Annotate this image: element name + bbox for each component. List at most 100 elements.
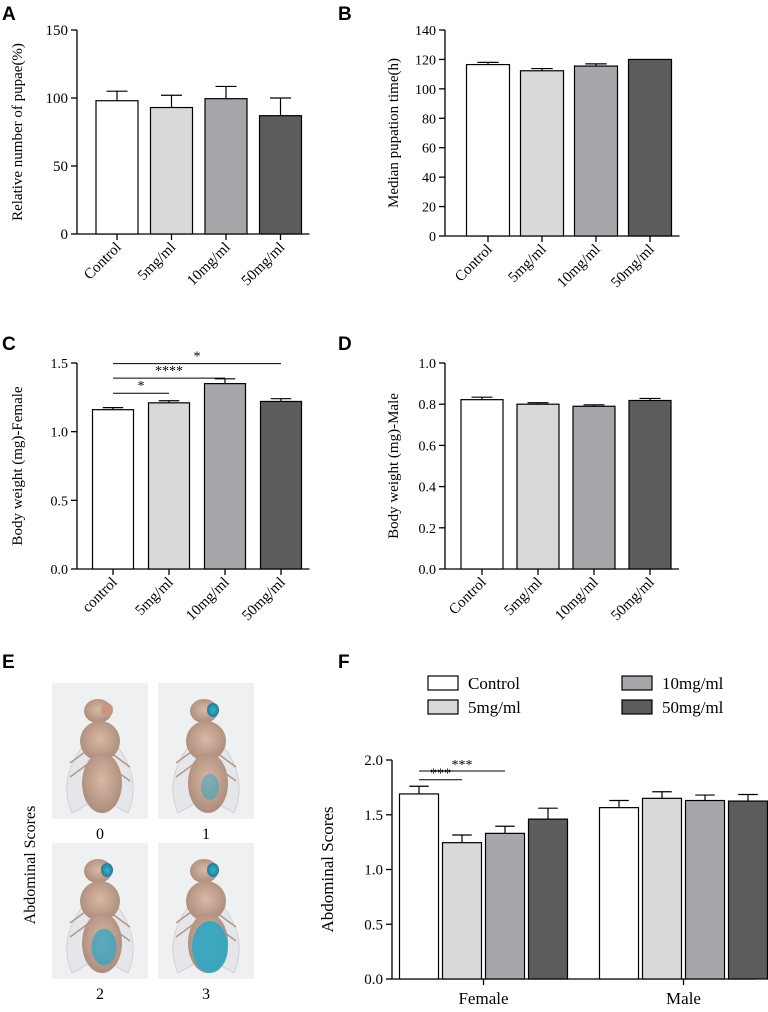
bar-control	[95, 100, 139, 235]
legend-swatch	[427, 675, 459, 691]
bar-control	[465, 63, 511, 237]
legend-swatch	[427, 699, 459, 715]
y-tick-label: 0.0	[419, 563, 437, 578]
y-tick-label: 50	[53, 159, 68, 175]
blue-food-stain	[192, 921, 228, 973]
fly-thorax	[80, 881, 120, 921]
fly-score-2: 2	[52, 843, 148, 1003]
y-axis-label: Median pupation time(h)	[386, 58, 402, 208]
chart-abdominal-scores: 0.0 0.5 1.0 1.5 2.0 Abdominal Scores Female Mal…	[318, 674, 768, 1008]
score-label: 0	[96, 826, 104, 843]
significance-label: *	[194, 350, 201, 365]
bar-male-50mg-ml	[727, 800, 768, 980]
y-tick-label: 100	[415, 83, 436, 98]
y-tick-label: 0.5	[51, 494, 69, 509]
significance-label: ***	[452, 758, 473, 773]
group-label: Female	[458, 989, 508, 1008]
bar-5mg-ml	[147, 402, 191, 570]
panel-letter-c: C	[2, 334, 16, 355]
x-tick-label: 50mg/ml	[239, 240, 289, 290]
legend: Control 5mg/ml 10mg/ml 50mg/ml	[427, 674, 724, 717]
legend-swatch	[621, 675, 653, 691]
legend-label: 5mg/ml	[468, 698, 521, 717]
bar-10mg-ml	[204, 98, 248, 235]
y-tick-label: 0.0	[364, 972, 383, 988]
bar-female-50mg-ml	[527, 818, 569, 980]
legend-label: 50mg/ml	[662, 698, 724, 717]
y-tick-label: 1.5	[51, 357, 69, 372]
bar-female-10mg-ml	[484, 832, 526, 980]
fly-score-1: 1	[158, 683, 254, 843]
y-tick-label: 1.0	[364, 863, 383, 879]
fly-abdomen	[82, 753, 122, 813]
blue-food-stain	[91, 928, 117, 966]
x-tick-label: 10mg/ml	[183, 575, 233, 625]
x-tick-label: 10mg/ml	[554, 242, 604, 292]
bar-control	[460, 399, 504, 570]
score-label: 3	[202, 986, 210, 1003]
bar-10mg-ml	[572, 405, 616, 570]
bar-50mg-ml	[627, 58, 673, 237]
bar-male-control	[598, 807, 640, 980]
bar-male-10mg-ml	[684, 799, 726, 980]
x-tick-label: Control	[452, 242, 496, 286]
fly-score-3: 3	[158, 843, 254, 1003]
y-tick-label: 0.4	[419, 481, 437, 496]
bar-50mg-ml	[259, 400, 303, 570]
y-axis-label: Body weight (mg)-Male	[386, 393, 402, 539]
bar-female-5mg-ml	[441, 842, 483, 980]
y-tick-label: 0.2	[419, 522, 437, 537]
y-tick-label: 1.0	[419, 357, 437, 372]
fly-thorax	[186, 721, 226, 761]
fly-eye	[101, 863, 113, 877]
fly-thorax	[80, 721, 120, 761]
y-tick-label: 20	[422, 201, 436, 216]
y-tick-label: 120	[415, 53, 436, 68]
bar-50mg-ml	[258, 115, 303, 235]
y-tick-label: 1.0	[51, 426, 69, 441]
fly-eye	[207, 863, 219, 877]
y-axis-label: Relative number of pupae(%)	[10, 43, 26, 221]
y-tick-label: 0.8	[419, 398, 437, 413]
bar-50mg-ml	[628, 399, 672, 570]
x-tick-label: 50mg/ml	[608, 575, 658, 625]
panel-letter-e: E	[2, 652, 15, 673]
fly-photo-panel: Abdominal Scores 0 1 2 3	[22, 683, 254, 1003]
bar-5mg-ml	[149, 106, 194, 235]
bar-10mg-ml	[203, 383, 247, 570]
panel-letter-d: D	[338, 334, 352, 355]
x-tick-label: 50mg/ml	[239, 575, 289, 625]
bar-5mg-ml	[519, 70, 565, 237]
x-tick-label: Control	[446, 575, 490, 619]
bar-male-5mg-ml	[641, 797, 683, 980]
bar-female-control	[398, 793, 440, 980]
panel-letter-a: A	[2, 4, 16, 25]
bar-control	[91, 409, 135, 570]
y-tick-label: 0.6	[419, 439, 437, 454]
chart-body-weight-female: 0.0 0.5 1.0 1.5 Body weight (mg)-Female contr…	[10, 350, 310, 624]
significance-label: ***	[430, 767, 451, 782]
significance-label: *	[138, 379, 145, 394]
x-tick-label: 5mg/ml	[506, 242, 550, 286]
bar-10mg-ml	[573, 65, 619, 237]
x-tick-label: 5mg/ml	[502, 575, 546, 619]
fly-eye	[207, 703, 219, 717]
x-tick-label: 50mg/ml	[608, 242, 658, 292]
chart-relative-pupae: 0 50 100 150 Relative number of pupae(%) Cont…	[10, 23, 310, 289]
chart-median-pupation-time: 0 20 40 60 80 100 120 140 Median pupation time(h…	[386, 24, 680, 291]
y-tick-label: 150	[46, 23, 69, 39]
x-tick-label: 5mg/ml	[133, 575, 177, 619]
y-tick-label: 60	[422, 142, 436, 157]
x-tick-label: 5mg/ml	[135, 240, 179, 284]
fly-eye	[101, 703, 113, 717]
panel-letter-b: B	[338, 4, 352, 25]
y-tick-label: 0.5	[364, 917, 383, 933]
photo-panel-ylabel: Abdominal Scores	[22, 806, 39, 925]
y-tick-label: 0	[61, 227, 69, 243]
legend-swatch	[621, 699, 653, 715]
x-tick-label: control	[79, 575, 120, 616]
x-tick-label: 10mg/ml	[184, 240, 234, 290]
legend-label: Control	[468, 674, 520, 693]
y-tick-label: 100	[46, 91, 69, 107]
